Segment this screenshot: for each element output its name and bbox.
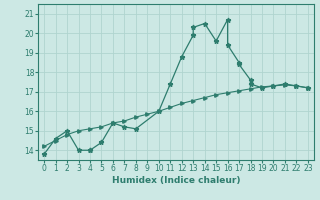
X-axis label: Humidex (Indice chaleur): Humidex (Indice chaleur) — [112, 176, 240, 185]
